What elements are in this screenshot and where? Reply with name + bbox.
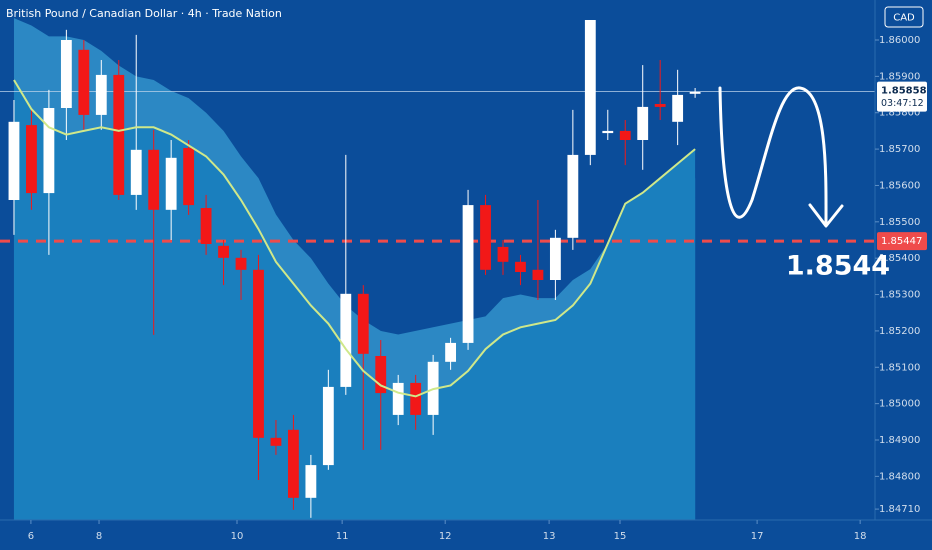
candle-body bbox=[375, 356, 387, 394]
ma-line bbox=[13, 79, 696, 398]
currency-label[interactable]: CAD bbox=[893, 13, 915, 24]
candle-body bbox=[567, 154, 579, 238]
x-tick-label: 18 bbox=[854, 531, 867, 542]
y-tick-label: 1.85500 bbox=[879, 217, 920, 228]
candle-body bbox=[305, 465, 317, 498]
candle-body bbox=[445, 342, 457, 362]
chart-title: British Pound / Canadian Dollar · 4h · T… bbox=[6, 7, 282, 20]
target-label: 1.85447 bbox=[881, 236, 922, 247]
target-annotation: 1.8544 bbox=[786, 251, 890, 282]
candle-body bbox=[60, 40, 72, 108]
y-tick-label: 1.85900 bbox=[879, 71, 920, 82]
candle-body bbox=[515, 261, 526, 272]
x-tick-label: 8 bbox=[96, 531, 102, 542]
candle-body bbox=[130, 149, 142, 195]
forecast-arrow bbox=[718, 86, 844, 228]
candle-body bbox=[549, 237, 561, 280]
y-tick-label: 1.84710 bbox=[879, 504, 920, 515]
candle-body bbox=[672, 94, 684, 122]
candle-body bbox=[148, 149, 160, 210]
candle-body bbox=[270, 437, 282, 446]
candle-body bbox=[654, 104, 666, 107]
candle-body bbox=[357, 293, 369, 354]
candle-body bbox=[26, 125, 37, 194]
candle-body bbox=[480, 205, 491, 270]
candle-body bbox=[253, 269, 264, 438]
y-tick-label: 1.85000 bbox=[879, 399, 920, 410]
currency-button[interactable] bbox=[884, 6, 924, 28]
y-tick-label: 1.85200 bbox=[879, 326, 920, 337]
candle-body bbox=[165, 157, 177, 210]
candle-body bbox=[43, 108, 55, 194]
candle-body bbox=[113, 74, 125, 195]
candle-body bbox=[235, 257, 247, 270]
candle-body bbox=[619, 130, 631, 140]
candle-body bbox=[497, 246, 509, 262]
candle-body bbox=[95, 74, 107, 115]
candle-body bbox=[637, 106, 649, 140]
candle-body bbox=[287, 429, 299, 498]
y-tick-label: 1.85600 bbox=[879, 180, 920, 191]
candle-body bbox=[392, 382, 404, 415]
candle-body bbox=[8, 121, 20, 200]
y-tick-label: 1.85800 bbox=[879, 108, 920, 119]
x-tick-label: 12 bbox=[439, 531, 452, 542]
candle-body bbox=[602, 130, 614, 134]
y-tick-label: 1.84900 bbox=[879, 435, 920, 446]
candle-body bbox=[183, 148, 195, 206]
candle-body bbox=[78, 49, 90, 115]
price-label: 1.85858 bbox=[881, 86, 927, 97]
candle-body bbox=[462, 205, 474, 343]
x-tick-label: 13 bbox=[543, 531, 556, 542]
y-tick-label: 1.86000 bbox=[879, 35, 920, 46]
x-tick-label: 10 bbox=[231, 531, 244, 542]
candle-body bbox=[689, 92, 701, 94]
x-tick-label: 17 bbox=[751, 531, 764, 542]
countdown-label: 03:47:12 bbox=[881, 98, 924, 109]
candle-body bbox=[532, 269, 544, 280]
candle-body bbox=[322, 386, 334, 466]
x-tick-label: 11 bbox=[336, 531, 349, 542]
candle-body bbox=[410, 382, 422, 415]
y-tick-label: 1.85400 bbox=[879, 253, 920, 264]
candle-body bbox=[218, 245, 229, 258]
target-label-box bbox=[877, 232, 927, 251]
x-tick-label: 6 bbox=[28, 531, 34, 542]
price-label-box bbox=[877, 81, 927, 112]
y-tick-label: 1.85700 bbox=[879, 144, 920, 155]
y-tick-label: 1.85300 bbox=[879, 290, 920, 301]
candle-body bbox=[340, 293, 352, 387]
x-tick-label: 15 bbox=[614, 531, 627, 542]
candle-body bbox=[200, 208, 212, 244]
candle-body bbox=[584, 20, 596, 155]
y-tick-label: 1.84800 bbox=[879, 471, 920, 482]
y-tick-label: 1.85100 bbox=[879, 362, 920, 373]
